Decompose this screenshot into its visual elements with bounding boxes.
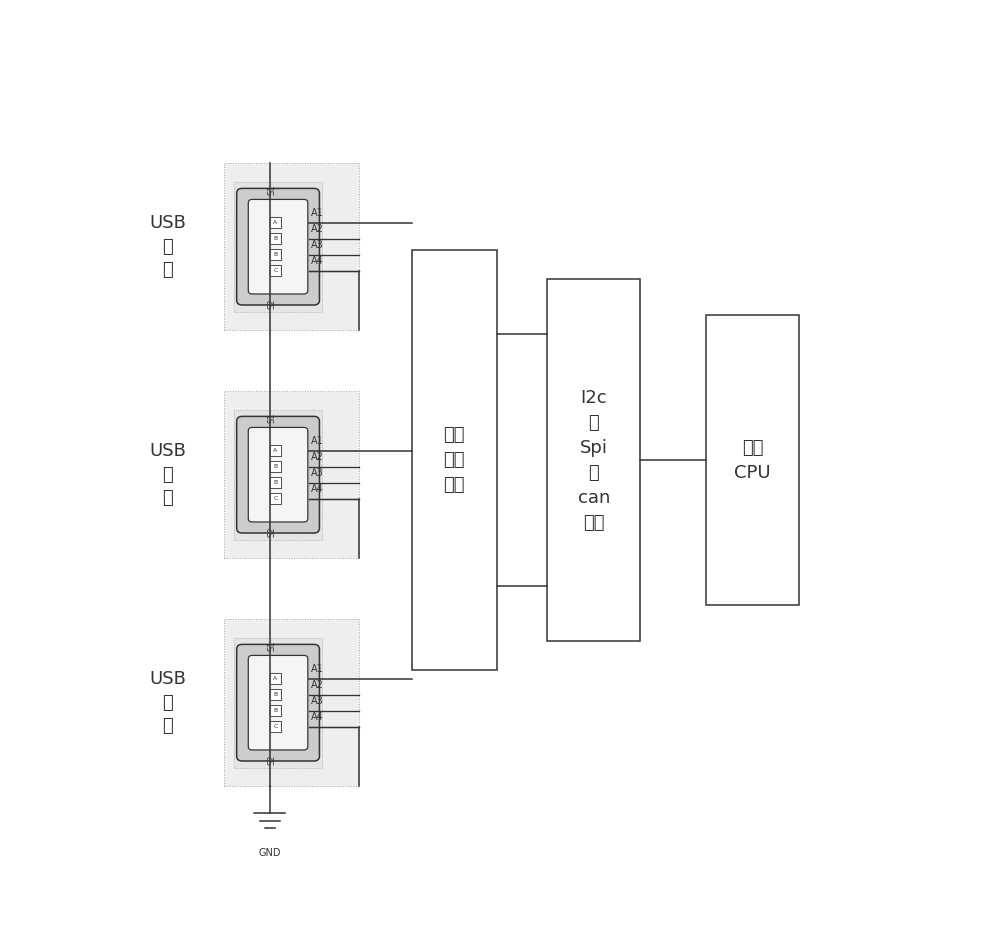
Bar <box>270 493 281 504</box>
FancyBboxPatch shape <box>234 410 322 540</box>
Text: A1: A1 <box>311 436 324 446</box>
Text: A4: A4 <box>311 484 324 494</box>
Text: A2: A2 <box>311 452 324 462</box>
Text: B: B <box>273 480 278 485</box>
FancyBboxPatch shape <box>237 416 319 533</box>
Bar <box>270 233 281 244</box>
Text: USB
接
口: USB 接 口 <box>149 670 186 735</box>
FancyBboxPatch shape <box>234 638 322 768</box>
Bar <box>270 462 281 472</box>
Bar <box>412 250 497 670</box>
FancyBboxPatch shape <box>248 655 308 750</box>
Bar <box>270 478 281 488</box>
Text: B: B <box>273 464 278 469</box>
Text: GND: GND <box>259 848 281 858</box>
Text: S2: S2 <box>268 298 277 308</box>
Bar <box>270 446 281 457</box>
Text: USB
接
口: USB 接 口 <box>149 442 186 508</box>
Text: C: C <box>273 724 278 729</box>
Text: A2: A2 <box>311 225 324 234</box>
FancyBboxPatch shape <box>237 188 319 305</box>
Bar <box>706 316 799 605</box>
Text: A: A <box>273 220 278 226</box>
Bar <box>270 249 281 260</box>
Bar <box>270 721 281 732</box>
Text: A1: A1 <box>311 665 324 675</box>
Text: A2: A2 <box>311 681 324 690</box>
Bar <box>270 265 281 276</box>
Text: A4: A4 <box>311 257 324 266</box>
Text: S2: S2 <box>268 754 277 764</box>
FancyBboxPatch shape <box>224 619 359 786</box>
Text: S2: S2 <box>268 526 277 537</box>
Text: B: B <box>273 252 278 258</box>
Bar <box>270 689 281 700</box>
Bar <box>270 217 281 228</box>
Text: A4: A4 <box>311 713 324 722</box>
Text: 电源
管理
芯片: 电源 管理 芯片 <box>444 426 465 494</box>
FancyBboxPatch shape <box>224 164 359 330</box>
Text: A: A <box>273 448 278 453</box>
FancyBboxPatch shape <box>248 428 308 522</box>
Bar <box>270 673 281 684</box>
Text: A3: A3 <box>311 241 324 250</box>
FancyBboxPatch shape <box>234 181 322 311</box>
Bar <box>547 279 640 641</box>
Text: I2c
或
Spi
或
can
总线: I2c 或 Spi 或 can 总线 <box>578 389 610 532</box>
Text: C: C <box>273 268 278 273</box>
Text: C: C <box>273 496 278 501</box>
Text: B: B <box>273 236 278 242</box>
FancyBboxPatch shape <box>237 645 319 761</box>
Text: S1: S1 <box>268 185 277 196</box>
Text: B: B <box>273 708 278 713</box>
Text: A: A <box>273 677 278 682</box>
FancyBboxPatch shape <box>224 391 359 558</box>
Text: B: B <box>273 692 278 697</box>
Text: A1: A1 <box>311 209 324 218</box>
Text: A3: A3 <box>311 468 324 478</box>
Text: S1: S1 <box>268 413 277 423</box>
FancyBboxPatch shape <box>248 199 308 294</box>
Bar <box>270 705 281 716</box>
Text: USB
接
口: USB 接 口 <box>149 214 186 279</box>
Text: S1: S1 <box>268 641 277 651</box>
Text: 主机
CPU: 主机 CPU <box>734 439 771 481</box>
Text: A3: A3 <box>311 697 324 706</box>
